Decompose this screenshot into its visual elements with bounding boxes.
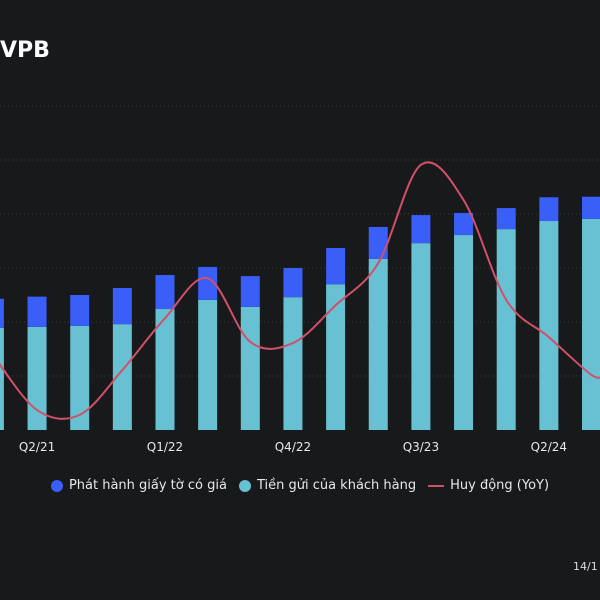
bar-bond-Q3/22[interactable]	[240, 276, 260, 307]
bar-deposit-Q3/21[interactable]	[70, 325, 90, 430]
bar-bond-Q4/23[interactable]	[454, 212, 474, 236]
x-tick-label: Q2/21	[19, 440, 55, 454]
bar-bond-Q2/24[interactable]	[539, 197, 559, 222]
bar-bond-Q1/22[interactable]	[155, 275, 175, 310]
legend-line-icon	[428, 484, 445, 487]
bar-deposit-Q2/22[interactable]	[198, 299, 218, 430]
line-yoy[interactable]	[0, 161, 600, 420]
bar-bond-Q2/23[interactable]	[368, 226, 388, 259]
bar-bond-Q4/22[interactable]	[283, 268, 303, 298]
bar-deposit-Q1/23[interactable]	[326, 284, 346, 430]
bar-deposit-Q1/21[interactable]	[0, 327, 4, 430]
legend-label: Phát hành giấy tờ có giá	[68, 478, 227, 493]
legend-circle-icon	[50, 479, 63, 492]
footer-date: 14/1	[573, 560, 598, 573]
bar-bond-Q3/23[interactable]	[411, 215, 431, 244]
bar-deposit-Q1/22[interactable]	[155, 309, 175, 430]
bar-bond-Q3/21[interactable]	[70, 295, 90, 326]
bar-bond-Q2/22[interactable]	[198, 266, 218, 300]
bar-deposit-Q3/24[interactable]	[582, 218, 600, 430]
x-tick-label: Q2/24	[531, 440, 567, 454]
legend: Phát hành giấy tờ có giá Tiền gửi của kh…	[0, 478, 600, 493]
bar-deposit-Q3/23[interactable]	[411, 243, 431, 430]
bar-deposit-Q4/23[interactable]	[454, 235, 474, 430]
legend-item-yoy[interactable]: Huy động (YoY)	[428, 478, 549, 493]
bar-bond-Q2/21[interactable]	[27, 296, 47, 327]
legend-circle-icon	[238, 479, 251, 492]
bar-bond-Q3/24[interactable]	[582, 196, 600, 219]
bar-bond-Q1/23[interactable]	[326, 248, 346, 285]
legend-label: Huy động (YoY)	[450, 478, 550, 493]
x-tick-label: Q3/23	[403, 440, 439, 454]
legend-label: Tiền gửi của khách hàng	[256, 478, 417, 493]
bar-deposit-Q2/23[interactable]	[368, 258, 388, 430]
bar-deposit-Q3/22[interactable]	[240, 306, 260, 430]
bar-deposit-Q1/24[interactable]	[496, 229, 516, 430]
x-tick-label: Q4/22	[275, 440, 311, 454]
bar-deposit-Q2/24[interactable]	[539, 221, 559, 430]
x-tick-label: Q1/22	[147, 440, 183, 454]
bar-bond-Q4/21[interactable]	[112, 287, 132, 325]
bar-deposit-Q4/22[interactable]	[283, 297, 303, 430]
bar-deposit-Q4/21[interactable]	[112, 324, 132, 430]
legend-item-bond[interactable]: Phát hành giấy tờ có giá	[50, 478, 227, 493]
bar-deposit-Q2/21[interactable]	[27, 326, 47, 430]
chart-plot: Q2/21 Q1/22 Q4/22 Q3/23 Q2/24	[0, 105, 600, 454]
legend-item-deposit[interactable]: Tiền gửi của khách hàng	[238, 478, 417, 493]
bar-bond-Q1/21[interactable]	[0, 298, 4, 328]
chart-title: VPB	[0, 38, 50, 63]
bar-bond-Q1/24[interactable]	[496, 208, 516, 230]
